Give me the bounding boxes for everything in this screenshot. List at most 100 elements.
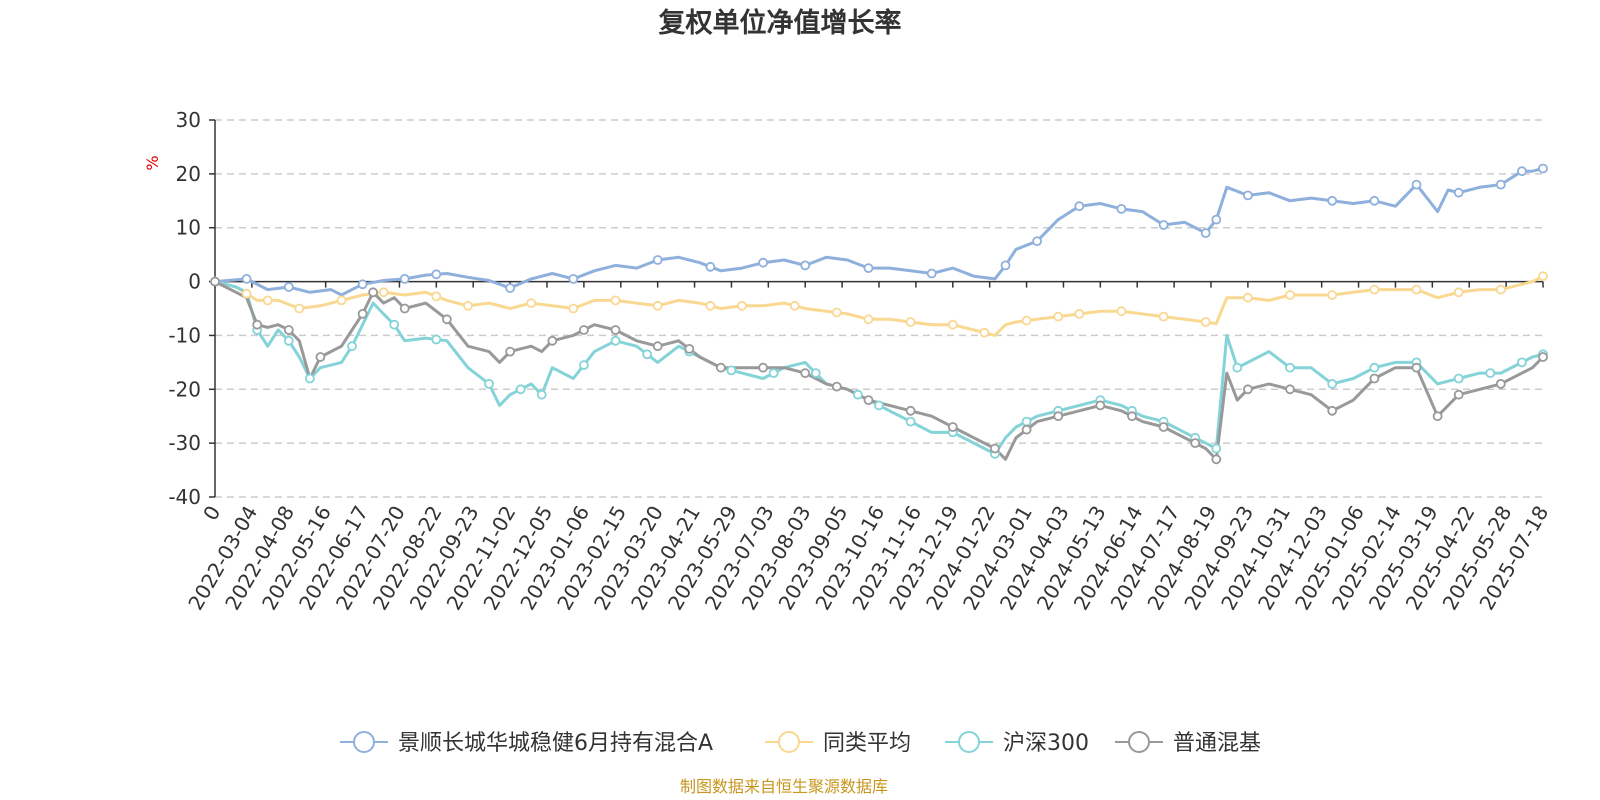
legend-swatch-marker: [1128, 731, 1150, 753]
series-point-1: [1158, 311, 1169, 322]
y-axis-unit: %: [143, 155, 162, 170]
series-point-3: [990, 443, 1000, 454]
series-point-3: [1190, 438, 1201, 449]
series-point-2: [905, 416, 916, 427]
series-point-3: [441, 314, 452, 325]
series-point-2: [304, 373, 315, 384]
series-point-2: [874, 400, 884, 411]
series-point-0: [1327, 195, 1338, 206]
series-point-1: [1327, 290, 1338, 300]
series-point-1: [1021, 315, 1032, 326]
series-point-3: [758, 362, 768, 373]
y-tick-label: 30: [176, 108, 201, 132]
series-point-2: [642, 349, 652, 360]
y-tick-label: -10: [168, 323, 201, 347]
series-point-1: [526, 298, 537, 309]
series-point-1: [262, 295, 273, 306]
series-point-3: [505, 346, 516, 357]
series-point-1: [336, 295, 347, 306]
series-point-0: [652, 255, 663, 265]
series-point-3: [1327, 405, 1338, 416]
legend-item-2[interactable]: 沪深300: [945, 731, 1089, 756]
series-point-3: [1095, 400, 1106, 411]
y-tick-label: 20: [176, 162, 201, 186]
legend-swatch-marker: [958, 731, 980, 753]
series-point-3: [684, 343, 695, 354]
grid-lines: [215, 119, 1543, 498]
series-point-1: [979, 327, 990, 338]
series-point-3: [831, 381, 842, 392]
series-point-2: [347, 341, 357, 352]
x-tick-label: 0: [198, 502, 225, 525]
series-point-1: [1053, 311, 1064, 322]
series-point-2: [1021, 416, 1032, 427]
series-point-1: [947, 319, 958, 330]
legend-label: 普通混基: [1173, 731, 1261, 756]
series-point-2: [283, 335, 294, 346]
series-point-0: [241, 273, 252, 284]
series-point-3: [1538, 352, 1548, 362]
series-point-1: [831, 307, 842, 318]
series-point-0: [1411, 179, 1422, 190]
axes: [209, 119, 1544, 498]
y-tick-label: -40: [168, 485, 201, 509]
series-point-0: [1074, 201, 1085, 212]
y-tick-label: -30: [168, 431, 201, 455]
series-point-3: [210, 276, 220, 287]
series-point-3: [905, 405, 916, 416]
series-point-2: [484, 378, 494, 389]
series-point-2: [610, 335, 621, 346]
x-tick-labels: 02022-03-042022-04-082022-05-162022-06-1…: [183, 502, 1553, 615]
series-point-0: [1200, 228, 1211, 239]
series-point-1: [378, 287, 389, 298]
series-point-0: [1243, 190, 1253, 201]
series-point-0: [1158, 220, 1169, 230]
legend-item-3[interactable]: 普通混基: [1115, 731, 1261, 756]
series-point-2: [1327, 378, 1338, 389]
series-point-3: [315, 352, 326, 362]
series-point-1: [294, 303, 305, 314]
series-point-2: [1369, 362, 1380, 373]
legend[interactable]: 景顺长城华城稳健6月持有混合A 同类平均 沪深300 普通混基: [340, 731, 1261, 756]
series-point-0: [1495, 179, 1506, 190]
series-point-1: [431, 291, 442, 302]
series-point-1: [1116, 306, 1127, 317]
series-point-0: [568, 273, 579, 284]
series-point-0: [1517, 166, 1527, 177]
series-point-3: [1432, 411, 1443, 422]
series-line-0: [214, 167, 1544, 297]
series-point-1: [789, 300, 800, 311]
y-tick-label: -20: [168, 377, 201, 401]
series-point-3: [947, 422, 958, 432]
series-point-0: [505, 283, 516, 293]
series-point-0: [1453, 187, 1464, 198]
series-point-3: [652, 341, 663, 352]
series-point-2: [726, 365, 737, 376]
series-point-3: [610, 325, 621, 335]
series-point-0: [283, 282, 294, 292]
series-markers: [210, 163, 1548, 465]
chart-title: 复权单位净值增长率: [659, 7, 902, 39]
series-point-1: [463, 300, 473, 311]
series-point-3: [1369, 373, 1380, 384]
series-point-2: [579, 360, 589, 371]
series-point-3: [1158, 422, 1169, 432]
series-point-2: [1517, 357, 1527, 368]
series-point-1: [863, 314, 874, 325]
legend-label: 同类平均: [823, 731, 911, 756]
series-point-2: [1285, 362, 1295, 373]
series-point-1: [905, 317, 916, 327]
series-point-2: [389, 319, 400, 330]
y-tick-labels: 30 20 10 0 -10 -20 -30 -40: [168, 108, 201, 509]
series-point-3: [1495, 378, 1506, 389]
series-point-2: [1232, 362, 1243, 373]
legend-item-0[interactable]: 景顺长城华城稳健6月持有混合A: [340, 731, 713, 756]
series-point-3: [252, 319, 263, 330]
series-point-2: [1485, 368, 1496, 379]
legend-item-1[interactable]: 同类平均: [765, 731, 911, 756]
series-point-1: [1285, 290, 1295, 300]
series-point-0: [399, 273, 410, 284]
series-point-3: [1021, 424, 1032, 435]
series-point-3: [1053, 411, 1064, 422]
series-point-1: [1074, 308, 1085, 319]
